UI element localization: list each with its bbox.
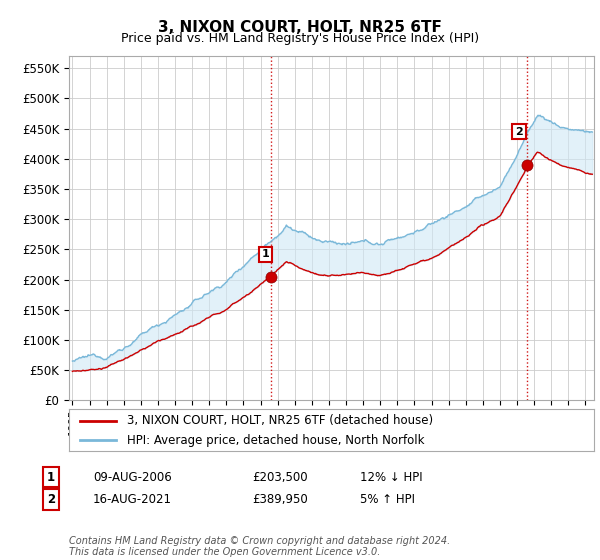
Text: 1: 1	[262, 250, 270, 259]
Text: 3, NIXON COURT, HOLT, NR25 6TF: 3, NIXON COURT, HOLT, NR25 6TF	[158, 20, 442, 35]
Text: 12% ↓ HPI: 12% ↓ HPI	[360, 470, 422, 484]
Text: £203,500: £203,500	[252, 470, 308, 484]
Text: 09-AUG-2006: 09-AUG-2006	[93, 470, 172, 484]
Text: 3, NIXON COURT, HOLT, NR25 6TF (detached house): 3, NIXON COURT, HOLT, NR25 6TF (detached…	[127, 414, 433, 427]
Text: Contains HM Land Registry data © Crown copyright and database right 2024.
This d: Contains HM Land Registry data © Crown c…	[69, 535, 450, 557]
Text: £389,950: £389,950	[252, 493, 308, 506]
Text: 16-AUG-2021: 16-AUG-2021	[93, 493, 172, 506]
Text: 1: 1	[47, 470, 55, 484]
Text: Price paid vs. HM Land Registry's House Price Index (HPI): Price paid vs. HM Land Registry's House …	[121, 32, 479, 45]
Text: 2: 2	[47, 493, 55, 506]
Text: 2: 2	[515, 127, 523, 137]
Text: HPI: Average price, detached house, North Norfolk: HPI: Average price, detached house, Nort…	[127, 434, 424, 447]
Text: 5% ↑ HPI: 5% ↑ HPI	[360, 493, 415, 506]
